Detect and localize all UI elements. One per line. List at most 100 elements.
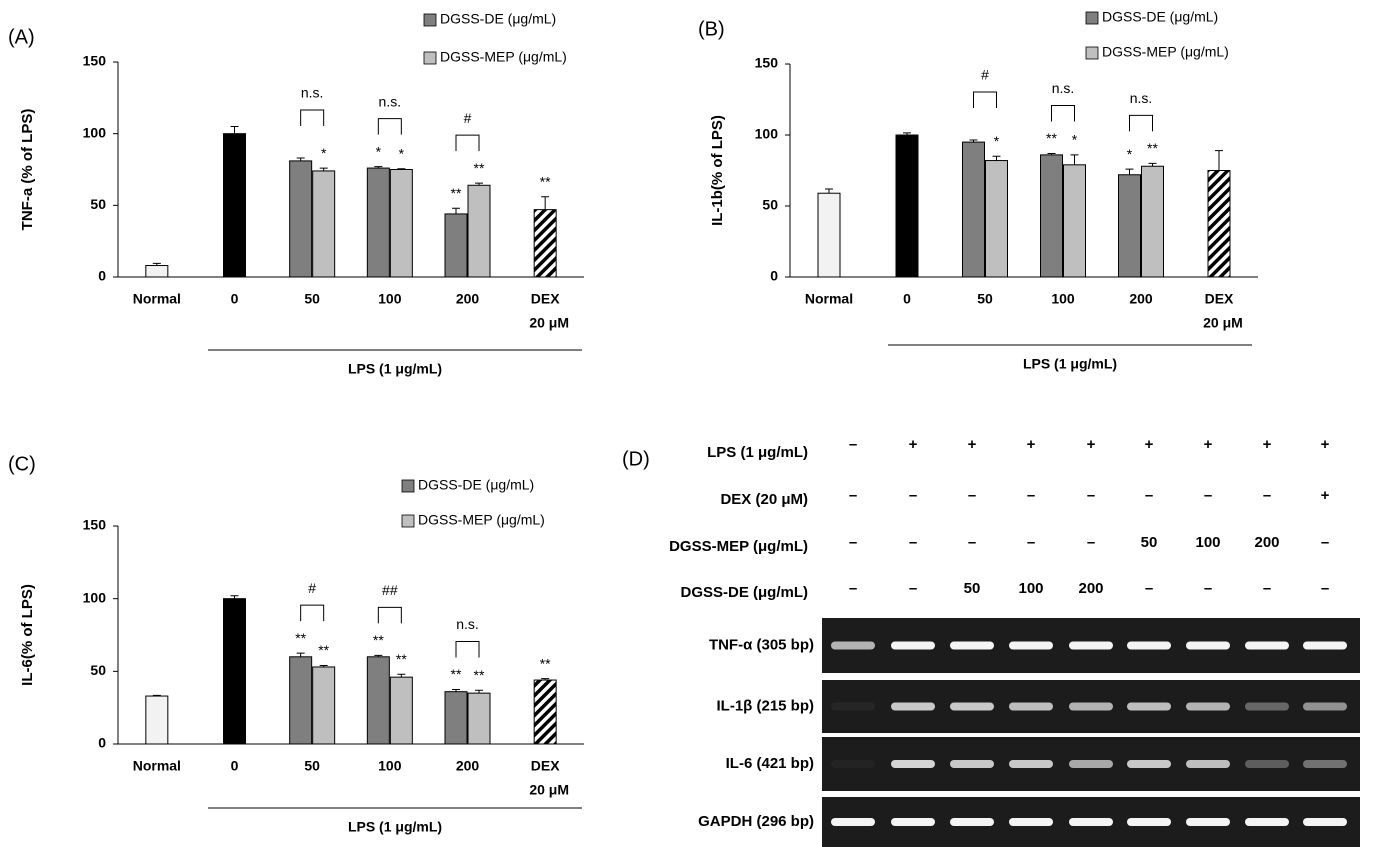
bar [1141,165,1164,278]
y-tick-label: 150 [83,517,107,533]
bar [985,160,1008,278]
gel-band [831,702,875,711]
comparison-label: n.s. [1052,80,1075,96]
y-tick-label: 150 [755,55,779,71]
x-tick-sublabel: 20 μM [529,315,569,331]
gel-band [1303,760,1347,768]
error-bar [152,262,161,266]
gel-band [831,641,875,650]
gel-band [1009,818,1053,826]
x-tick-label: 0 [903,291,911,307]
condition-label: LPS (1 μg/mL) [707,444,808,461]
significance: ** [396,651,407,667]
lane-value: – [1087,487,1095,504]
x-axis-label: LPS (1 μg/mL) [348,819,442,835]
error-bar [992,155,1001,161]
error-bar [452,689,460,692]
error-bar [230,595,239,599]
lane-value: + [1263,436,1272,453]
x-tick-label: 0 [231,291,239,307]
gel-band [1303,818,1347,826]
gel-band [891,760,935,768]
bar [145,695,169,745]
y-tick-label: 100 [83,589,107,605]
gel-band [1186,702,1230,711]
condition-label: DEX (20 μM) [720,491,808,508]
y-tick-label: 150 [83,53,107,69]
legend-label: DGSS-MEP (μg/mL) [440,49,567,65]
gel-band [1186,760,1230,768]
bar [366,656,390,745]
significance: * [1127,146,1133,162]
bar [223,133,246,278]
gel-band [1303,641,1347,650]
significance: ** [540,655,551,671]
lane-value: + [1321,436,1330,453]
bar [467,184,491,278]
legend-swatch [401,479,415,493]
error-bar [296,652,305,657]
y-axis-label: IL-6(% of LPS) [19,584,36,686]
error-bar [1215,150,1223,171]
bar [312,666,336,745]
significance: * [399,145,405,161]
x-tick-label: DEX [531,291,560,307]
panel-label: (D) [622,448,650,470]
significance: ** [474,667,485,683]
comparison-bracket [455,134,480,152]
gel-band [1069,818,1113,826]
lane-value: – [1321,580,1329,597]
error-bar [1047,152,1056,155]
lane-value: – [1145,487,1153,504]
comparison-bracket [1051,104,1075,122]
bar [533,679,557,745]
x-tick-sublabel: 20 μM [1203,315,1243,331]
gel-band [1127,702,1171,711]
legend-swatch [401,514,415,528]
legend-label: DGSS-DE (μg/mL) [1102,9,1218,25]
significance: * [994,133,1000,149]
panel-label: (A) [8,26,35,48]
error-bar [541,196,550,210]
gel-band [891,818,935,826]
x-axis-label: LPS (1 μg/mL) [1023,356,1117,372]
lane-value: + [1087,436,1096,453]
bar [223,598,246,745]
gel-band [1303,702,1347,711]
legend-swatch [423,13,437,27]
error-bar [397,168,406,170]
band-label: TNF-α (305 bp) [709,636,814,653]
legend-label: DGSS-MEP (μg/mL) [418,512,545,528]
y-tick-label: 50 [762,197,778,213]
lane-value: – [1145,580,1153,597]
gel-band [1127,760,1171,768]
x-axis-label: LPS (1 μg/mL) [348,361,442,377]
x-tick-label: 50 [977,291,993,307]
comparison-bracket [377,606,402,624]
error-bar [1148,162,1157,167]
x-tick-label: 100 [1051,291,1075,307]
bar [817,192,841,278]
y-tick-label: 0 [98,735,106,751]
bar [389,169,413,278]
lane-value: 100 [1195,534,1220,551]
lane-value: – [1204,580,1212,597]
error-bar [903,132,911,135]
x-tick-label: 200 [456,758,480,774]
band-label: IL-1β (215 bp) [717,697,815,714]
bar [289,160,313,278]
lane-value: – [1027,534,1035,551]
lane-value: – [849,580,857,597]
significance: * [1072,132,1078,148]
x-tick-label: DEX [1205,291,1234,307]
panel-label: (C) [8,453,36,475]
gel-band [831,760,875,768]
comparison-bracket [455,641,480,658]
x-tick-label: Normal [133,291,181,307]
significance: ** [540,173,551,189]
x-tick-label: DEX [531,758,560,774]
comparison-label: # [981,67,989,83]
y-tick-label: 100 [755,126,779,142]
lane-value: + [1027,436,1036,453]
gel-band [1245,702,1289,711]
